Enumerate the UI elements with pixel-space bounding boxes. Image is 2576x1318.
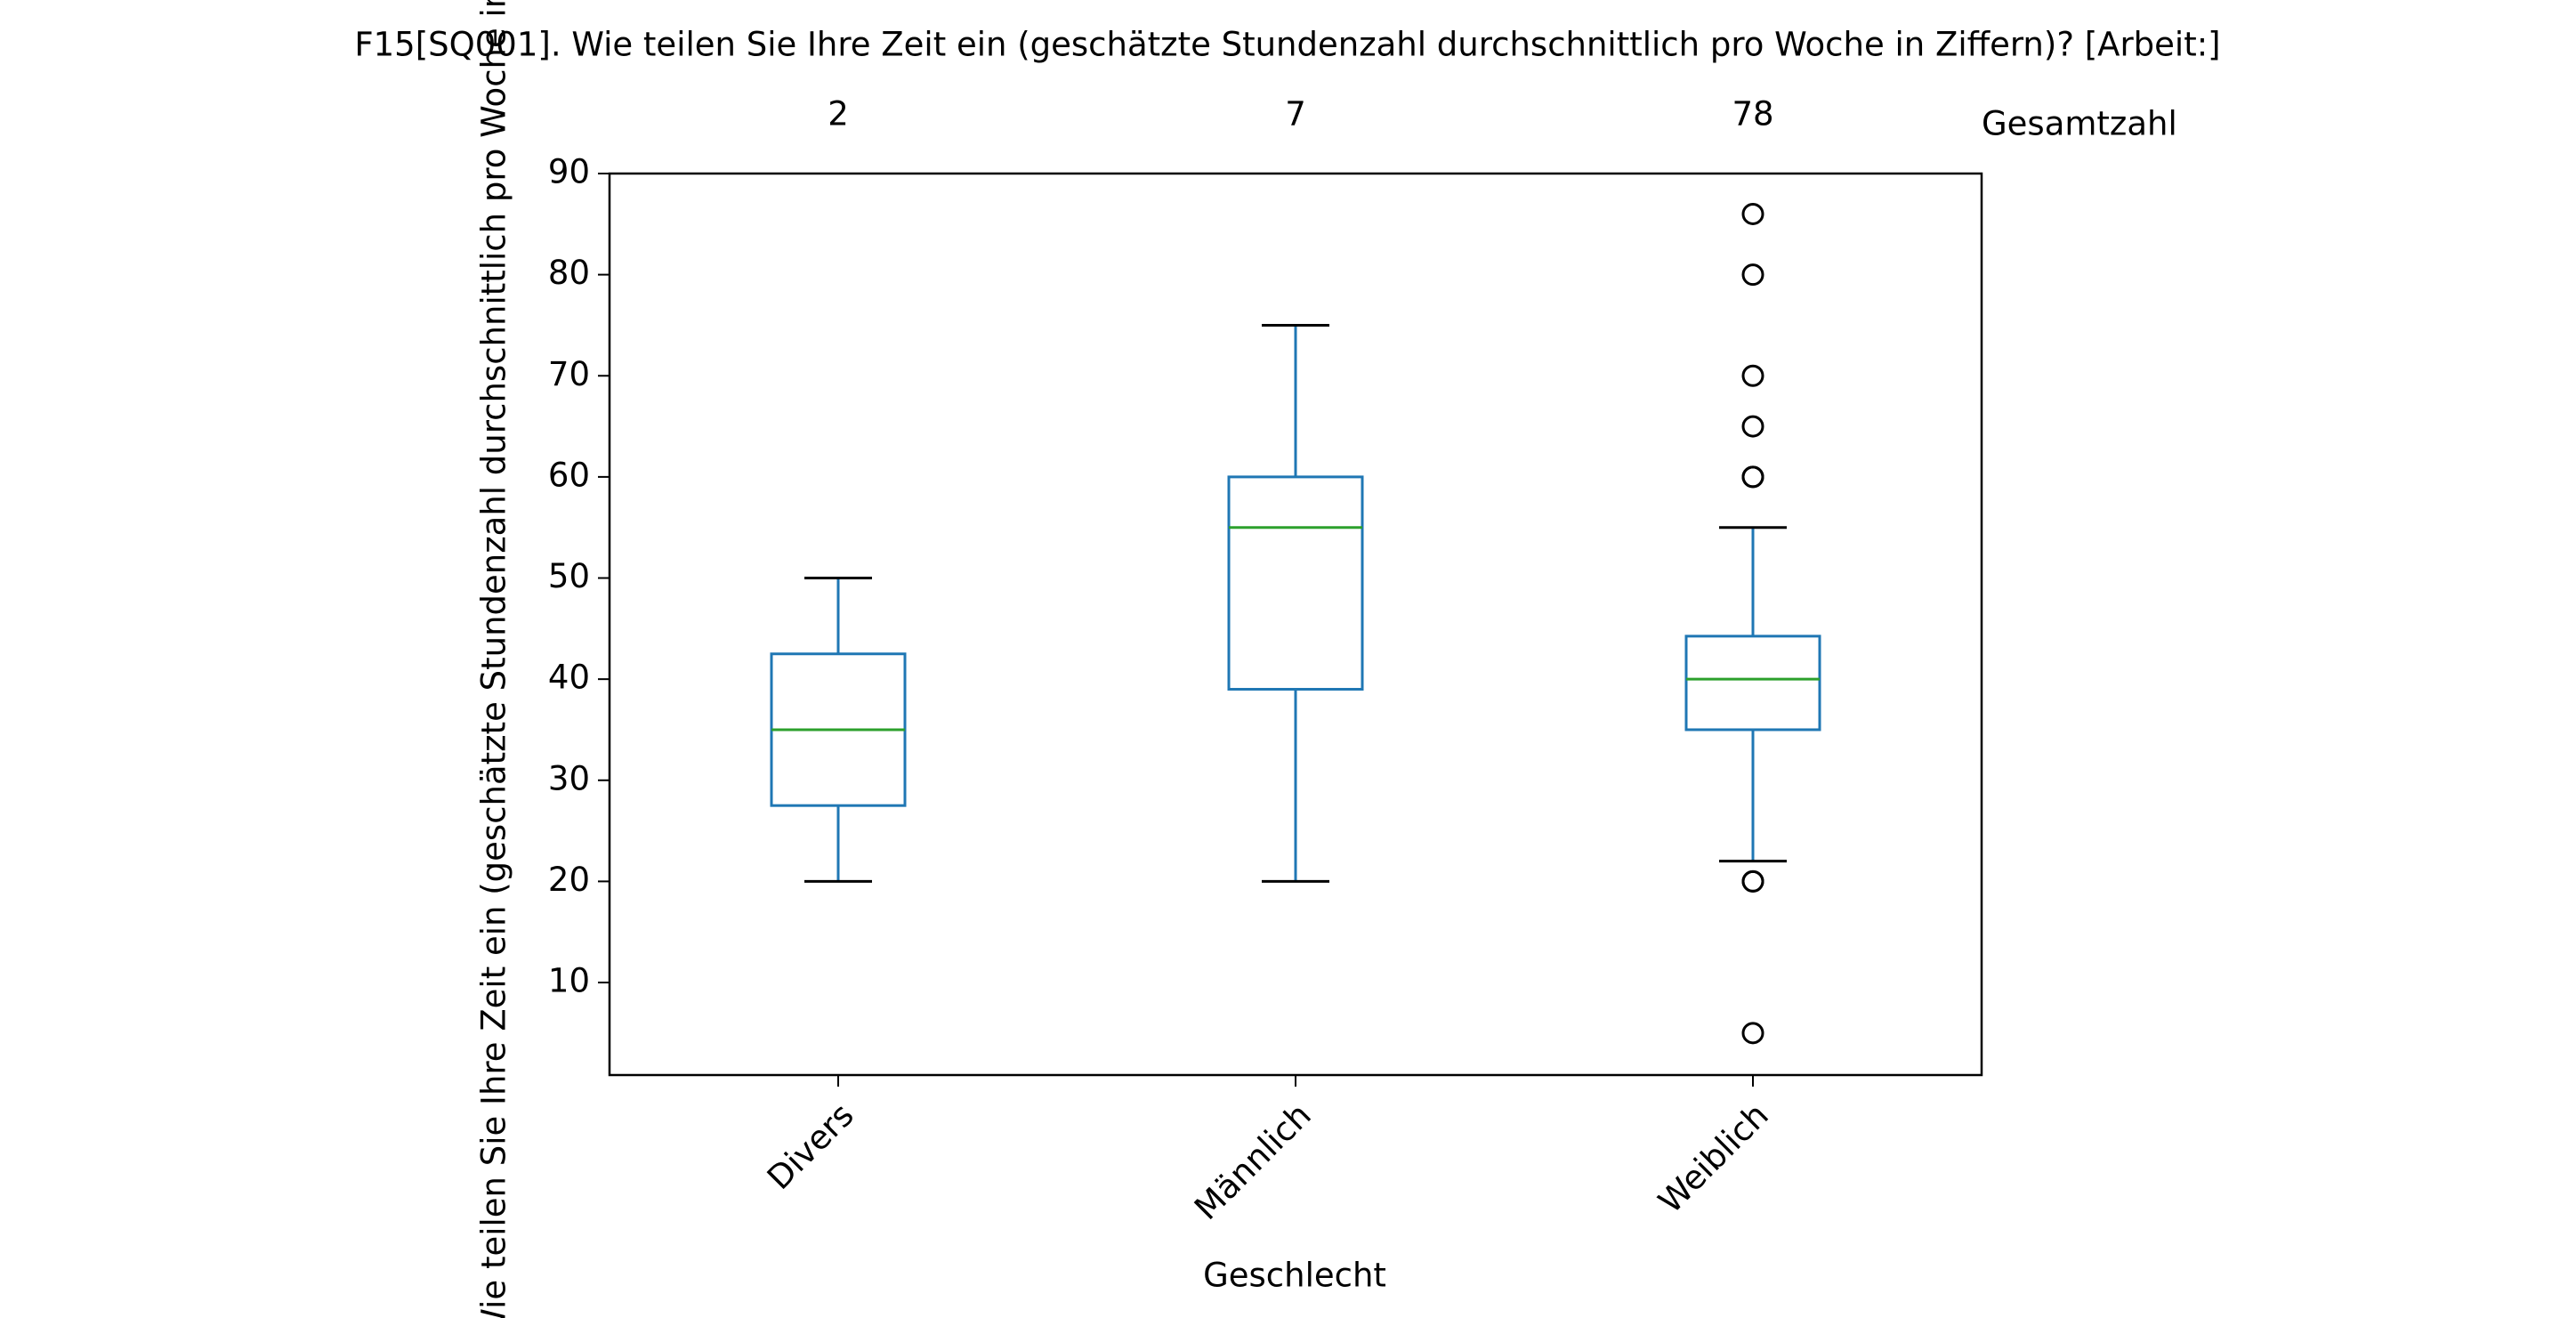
count: 2	[828, 95, 849, 133]
x-tick-label: Divers	[760, 1096, 861, 1197]
y-tick-label: 20	[548, 861, 590, 899]
count-label: Gesamtzahl	[1982, 105, 2177, 143]
y-axis-label: F15[SQ001]. Wie teilen Sie Ihre Zeit ein…	[475, 0, 513, 1318]
y-tick-label: 80	[548, 254, 590, 292]
count: 78	[1732, 95, 1773, 133]
x-axis-label: Geschlecht	[1203, 1257, 1386, 1295]
outlier	[1741, 465, 1764, 489]
box	[1684, 635, 1821, 732]
outlier	[1741, 1022, 1764, 1045]
outlier	[1741, 263, 1764, 287]
count: 7	[1285, 95, 1306, 133]
x-tick-label: Weiblich	[1651, 1096, 1776, 1220]
y-tick-label: 50	[548, 557, 590, 595]
y-tick-label: 30	[548, 759, 590, 797]
y-tick-label: 60	[548, 456, 590, 494]
outlier	[1741, 415, 1764, 438]
box	[1227, 475, 1364, 691]
y-tick-label: 10	[548, 962, 590, 1000]
outlier	[1741, 869, 1764, 893]
y-tick-label: 70	[548, 355, 590, 393]
outlier	[1741, 202, 1764, 225]
plot-frame	[608, 172, 1983, 1077]
y-tick-label: 90	[548, 153, 590, 191]
x-tick-label: Männlich	[1187, 1096, 1319, 1227]
chart-title: F15[SQ001]. Wie teilen Sie Ihre Zeit ein…	[354, 26, 2220, 64]
outlier	[1741, 364, 1764, 387]
y-tick-label: 40	[548, 659, 590, 697]
